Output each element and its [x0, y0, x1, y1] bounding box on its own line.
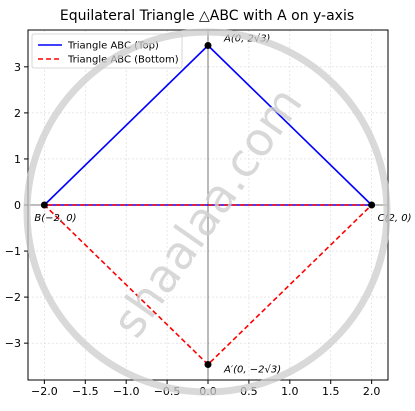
point-marker — [40, 201, 48, 209]
x-tick-label: −1.5 — [72, 385, 99, 398]
x-tick-label: −2.0 — [31, 385, 58, 398]
watermark-ring — [23, 28, 391, 396]
chart-title: Equilateral Triangle △ABC with A on y-ax… — [60, 8, 354, 24]
legend-label: Triangle ABC (Top) — [67, 41, 159, 52]
point-label: A′(0, −2√3) — [223, 365, 281, 376]
series-layer — [42, 44, 374, 366]
point-marker — [204, 41, 212, 49]
y-tick-label: 1 — [14, 153, 21, 166]
x-tick-label: −1.0 — [113, 385, 140, 398]
y-tick-label: −1 — [5, 245, 21, 258]
x-tick-label: 2.0 — [363, 385, 381, 398]
point-marker — [204, 361, 212, 369]
y-tick-label: 3 — [14, 61, 21, 74]
y-tick-label: 0 — [14, 199, 21, 212]
y-tick-label: 2 — [14, 107, 21, 120]
series-line-2 — [42, 204, 374, 366]
point-label: B(−2, 0) — [34, 213, 76, 224]
x-tick-label: 1.5 — [322, 385, 340, 398]
y-tick-label: −3 — [5, 337, 21, 350]
point-label: C(2, 0) — [378, 213, 412, 224]
tick-labels: −2.0 −1.5 −1.0 −0.5 0.0 0.5 1.0 1.5 2.0−3−2−1012… — [5, 61, 381, 398]
x-tick-label: 1.0 — [281, 385, 299, 398]
y-tick-label: −2 — [5, 291, 21, 304]
watermark: shaalaa.com — [23, 28, 391, 396]
legend-label: Triangle ABC (Bottom) — [67, 55, 179, 66]
point-marker — [368, 201, 376, 209]
